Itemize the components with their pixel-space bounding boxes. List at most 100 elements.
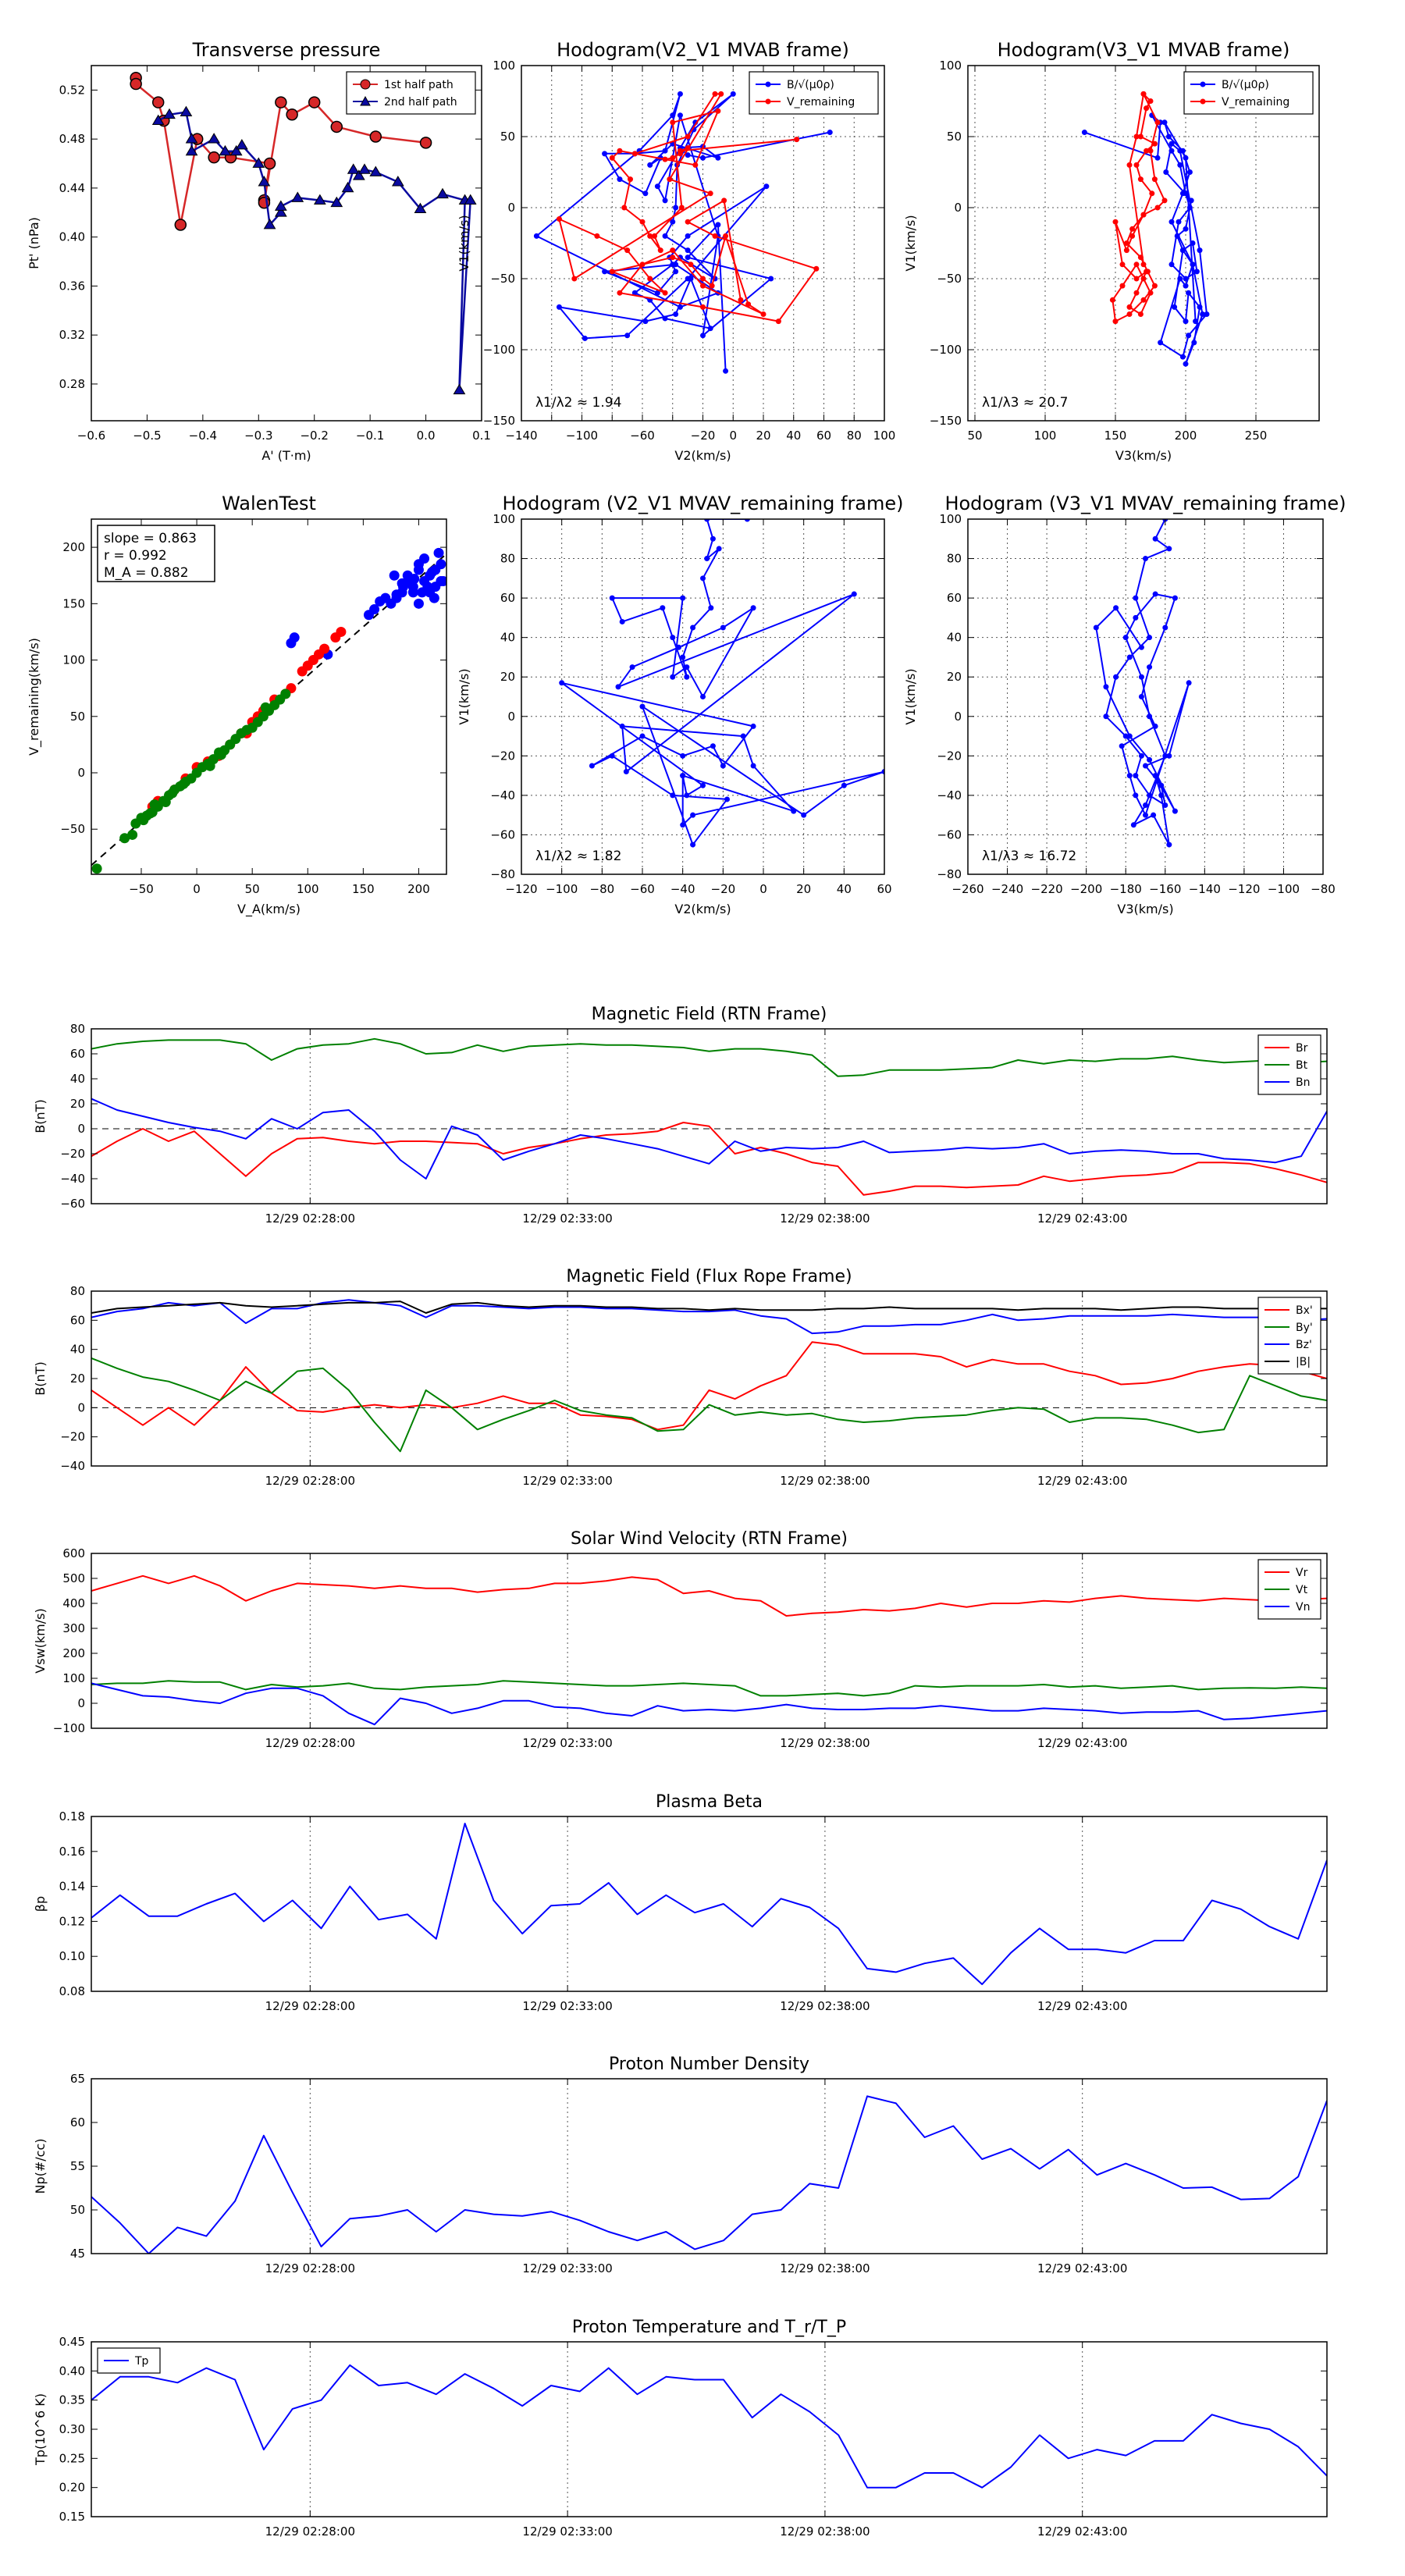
x-tick-label: 0.1 <box>472 429 491 443</box>
data-point <box>677 304 683 310</box>
series-line <box>560 519 884 846</box>
data-point <box>1144 148 1150 154</box>
x-tick-label: 100 <box>297 882 319 896</box>
data-point <box>215 749 226 760</box>
data-point <box>690 812 696 818</box>
eigen-ratio-annotation: λ1/λ3 ≈ 16.72 <box>982 849 1076 864</box>
y-tick-label: 0.32 <box>59 328 85 342</box>
data-point <box>1179 247 1186 254</box>
y-tick-label: 0.35 <box>59 2393 85 2407</box>
y-tick-label: −60 <box>490 827 515 841</box>
data-point <box>1119 262 1126 268</box>
x-tick-label: −80 <box>590 882 615 896</box>
legend-label: V_remaining <box>787 96 855 109</box>
y-axis-label: βp <box>33 1896 48 1912</box>
x-tick-label: 12/29 02:43:00 <box>1037 1999 1127 2013</box>
y-tick-label: 0.25 <box>59 2451 85 2465</box>
data-point <box>685 247 691 254</box>
data-point <box>1123 240 1129 246</box>
x-tick-label: −160 <box>1149 882 1181 896</box>
data-point <box>677 151 683 157</box>
data-point <box>704 519 710 522</box>
chart-title: Plasma Beta <box>656 1792 763 1812</box>
x-tick-label: 0 <box>759 882 767 896</box>
data-point <box>1119 283 1126 289</box>
legend-label: Vn <box>1296 1601 1310 1614</box>
data-point <box>1188 197 1194 204</box>
legend-marker <box>1200 81 1206 87</box>
data-point <box>398 582 409 592</box>
data-point <box>363 610 374 621</box>
x-tick-label: 50 <box>245 882 260 896</box>
data-point <box>1122 733 1129 739</box>
x-tick-label: −50 <box>129 882 154 896</box>
x-axis-label: V2(km/s) <box>674 902 731 916</box>
data-point <box>429 592 439 603</box>
data-point <box>730 91 736 97</box>
x-tick-label: 60 <box>877 882 891 896</box>
x-axis-label: V2(km/s) <box>674 448 731 463</box>
data-point <box>369 165 382 176</box>
y-tick-label: −150 <box>930 414 962 428</box>
data-point <box>662 156 668 162</box>
data-point <box>163 108 176 119</box>
series-line <box>1095 519 1190 846</box>
data-point <box>330 120 343 133</box>
y-tick-label: 0.40 <box>59 2364 85 2378</box>
data-point <box>260 702 271 713</box>
y-tick-label: 0.28 <box>59 377 85 391</box>
series-vn <box>91 1682 1327 1726</box>
data-point <box>178 778 189 789</box>
data-point <box>556 304 562 310</box>
y-tick-label: 20 <box>70 1097 85 1111</box>
data-point <box>330 196 343 208</box>
data-point <box>662 290 668 296</box>
legend-label: V_remaining <box>1222 96 1289 109</box>
data-point <box>138 815 149 826</box>
legend-label: Tp <box>134 2355 149 2368</box>
data-point <box>676 644 681 650</box>
axis-ticks: 12/29 02:28:00 12/29 02:33:00 12/29 02:38:… <box>60 1284 1327 1488</box>
legend: B/√(μ0ρ) V_remaining <box>1183 71 1314 115</box>
data-point <box>1161 119 1168 126</box>
data-point <box>673 205 679 211</box>
chart-title: Solar Wind Velocity (RTN Frame) <box>571 1529 848 1549</box>
data-point <box>1158 782 1165 788</box>
data-point <box>677 112 683 119</box>
data-point <box>1147 635 1153 641</box>
data-point <box>685 219 691 225</box>
data-point <box>1204 311 1210 317</box>
y-tick-label: 0.12 <box>59 1914 85 1928</box>
y-tick-label: 50 <box>70 710 85 724</box>
x-tick-label: −120 <box>505 882 537 896</box>
x-tick-label: 12/29 02:43:00 <box>1037 1474 1127 1488</box>
data-point <box>409 574 420 585</box>
x-tick-label: 12/29 02:43:00 <box>1037 2524 1127 2539</box>
data-point <box>709 283 715 289</box>
plot-frame <box>967 518 1324 875</box>
y-tick-label: −40 <box>937 788 962 802</box>
data-point <box>413 598 424 609</box>
data-point <box>690 624 696 631</box>
data-point <box>1147 290 1154 296</box>
data-point <box>1151 176 1158 183</box>
y-axis-label: V1(km/s) <box>457 668 471 724</box>
y-tick-label: −60 <box>60 1197 85 1211</box>
data-point <box>1133 595 1139 601</box>
chart-ts_v: 12/29 02:28:00 12/29 02:33:00 12/29 02:38:… <box>33 1529 1328 1750</box>
y-tick-label: 0 <box>77 1122 85 1136</box>
y-tick-label: 0.40 <box>59 230 85 244</box>
data-point <box>827 130 833 136</box>
data-point <box>185 133 198 144</box>
data-point <box>652 233 657 239</box>
x-tick-label: 20 <box>756 429 770 443</box>
legend-label: Bn <box>1296 1076 1310 1089</box>
axis-ticks: 12/29 02:28:00 12/29 02:33:00 12/29 02:38:… <box>59 2335 1327 2539</box>
data-point <box>151 114 165 126</box>
data-point <box>1133 773 1139 779</box>
data-point <box>609 155 615 161</box>
data-point <box>391 589 402 600</box>
data-point <box>768 276 774 282</box>
series-line <box>158 111 471 392</box>
data-point <box>723 368 729 374</box>
